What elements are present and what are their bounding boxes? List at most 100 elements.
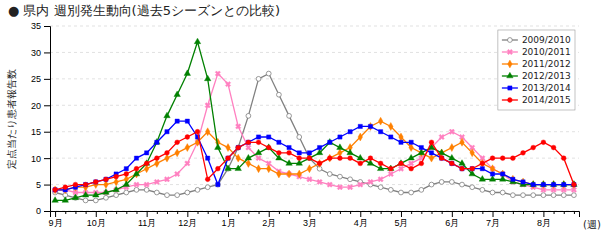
- x-axis-line: [51, 212, 580, 218]
- point: [246, 140, 250, 144]
- x-minor-tick-mark: [208, 211, 209, 214]
- point: [541, 193, 546, 198]
- x-minor-tick-mark: [116, 211, 117, 214]
- point: [287, 170, 292, 178]
- point: [429, 151, 433, 155]
- x-minor-tick-mark: [533, 211, 534, 214]
- point: [388, 187, 393, 192]
- x-tick: [289, 211, 290, 214]
- point: [490, 190, 495, 195]
- grid-line: [50, 131, 579, 132]
- x-tick: [391, 211, 392, 214]
- legend-label: 2011/2012: [522, 59, 571, 69]
- legend-frame: [498, 30, 575, 110]
- point: [277, 150, 282, 155]
- point: [500, 190, 505, 195]
- x-minor-tick-mark: [421, 211, 422, 214]
- point: [460, 167, 464, 171]
- point: [255, 154, 263, 162]
- y-tick: 0: [36, 206, 50, 216]
- point: [83, 182, 87, 186]
- x-tick-mark: [147, 211, 148, 217]
- legend-item: 2013/2014: [502, 83, 571, 93]
- point: [398, 160, 404, 166]
- point: [277, 170, 282, 178]
- point: [419, 161, 424, 166]
- point: [62, 197, 68, 203]
- point: [389, 135, 393, 139]
- point: [510, 193, 515, 198]
- point: [236, 145, 241, 150]
- legend: 2009/20102010/20112011/20122012/20132013…: [498, 30, 575, 110]
- x-tick: 6月: [445, 211, 459, 228]
- point: [429, 154, 434, 162]
- point: [224, 80, 232, 88]
- chart: ● 県内 週別発生動向(過去5シーズンとの比較)定点当たり患者報告数051015…: [0, 0, 613, 239]
- point: [206, 156, 210, 160]
- point: [389, 122, 394, 130]
- x-minor-tick-mark: [299, 211, 300, 214]
- point: [226, 156, 230, 160]
- point: [460, 138, 465, 146]
- legend-item: 2010/2011: [502, 47, 571, 57]
- point: [399, 161, 404, 166]
- x-tick-label: 12月: [178, 218, 197, 228]
- x-tick: 10月: [87, 211, 106, 228]
- point: [470, 167, 474, 171]
- point: [338, 135, 342, 139]
- legend-item: 2012/2013: [502, 71, 571, 81]
- x-tick: [238, 211, 239, 214]
- x-tick-mark: [493, 211, 494, 217]
- point: [266, 165, 271, 173]
- x-minor-tick-mark: [431, 211, 432, 214]
- point: [378, 161, 383, 166]
- y-tick-mark: [44, 185, 50, 186]
- point: [470, 166, 475, 171]
- point: [358, 161, 363, 166]
- point: [174, 91, 180, 97]
- point: [521, 150, 526, 155]
- x-tick-label: 5月: [394, 218, 408, 228]
- point: [500, 156, 505, 161]
- point: [419, 145, 423, 149]
- point: [103, 189, 109, 195]
- point: [82, 191, 88, 197]
- point: [113, 186, 119, 192]
- point: [439, 156, 444, 161]
- x-tick-mark: [309, 211, 310, 217]
- x-tick: [157, 211, 158, 214]
- point: [102, 188, 110, 196]
- x-minor-tick-mark: [106, 211, 107, 214]
- point: [531, 182, 535, 186]
- point: [215, 144, 221, 150]
- point: [348, 177, 353, 182]
- point: [214, 70, 222, 78]
- point: [501, 172, 505, 176]
- point: [550, 181, 556, 187]
- point: [204, 75, 210, 81]
- point: [104, 177, 108, 181]
- point: [144, 187, 149, 192]
- x-tick-label: 8月: [537, 218, 551, 228]
- point: [541, 182, 545, 186]
- legend-symbol: [508, 86, 512, 90]
- point: [358, 124, 362, 128]
- point: [93, 180, 98, 185]
- x-axis-label: (週): [583, 219, 601, 230]
- legend-label: 2010/2011: [522, 47, 571, 57]
- x-tick-mark: [543, 211, 544, 217]
- point: [338, 174, 343, 179]
- grid: [50, 26, 579, 211]
- point: [154, 156, 159, 161]
- point: [480, 159, 485, 167]
- point: [429, 182, 434, 187]
- point: [256, 140, 261, 145]
- x-minor-tick-mark: [381, 211, 382, 214]
- x-tick: [299, 211, 300, 214]
- point: [439, 180, 444, 185]
- point: [328, 140, 332, 144]
- point: [572, 182, 576, 186]
- legend-symbol: [507, 38, 512, 43]
- x-minor-tick-mark: [136, 211, 137, 214]
- point: [316, 178, 324, 186]
